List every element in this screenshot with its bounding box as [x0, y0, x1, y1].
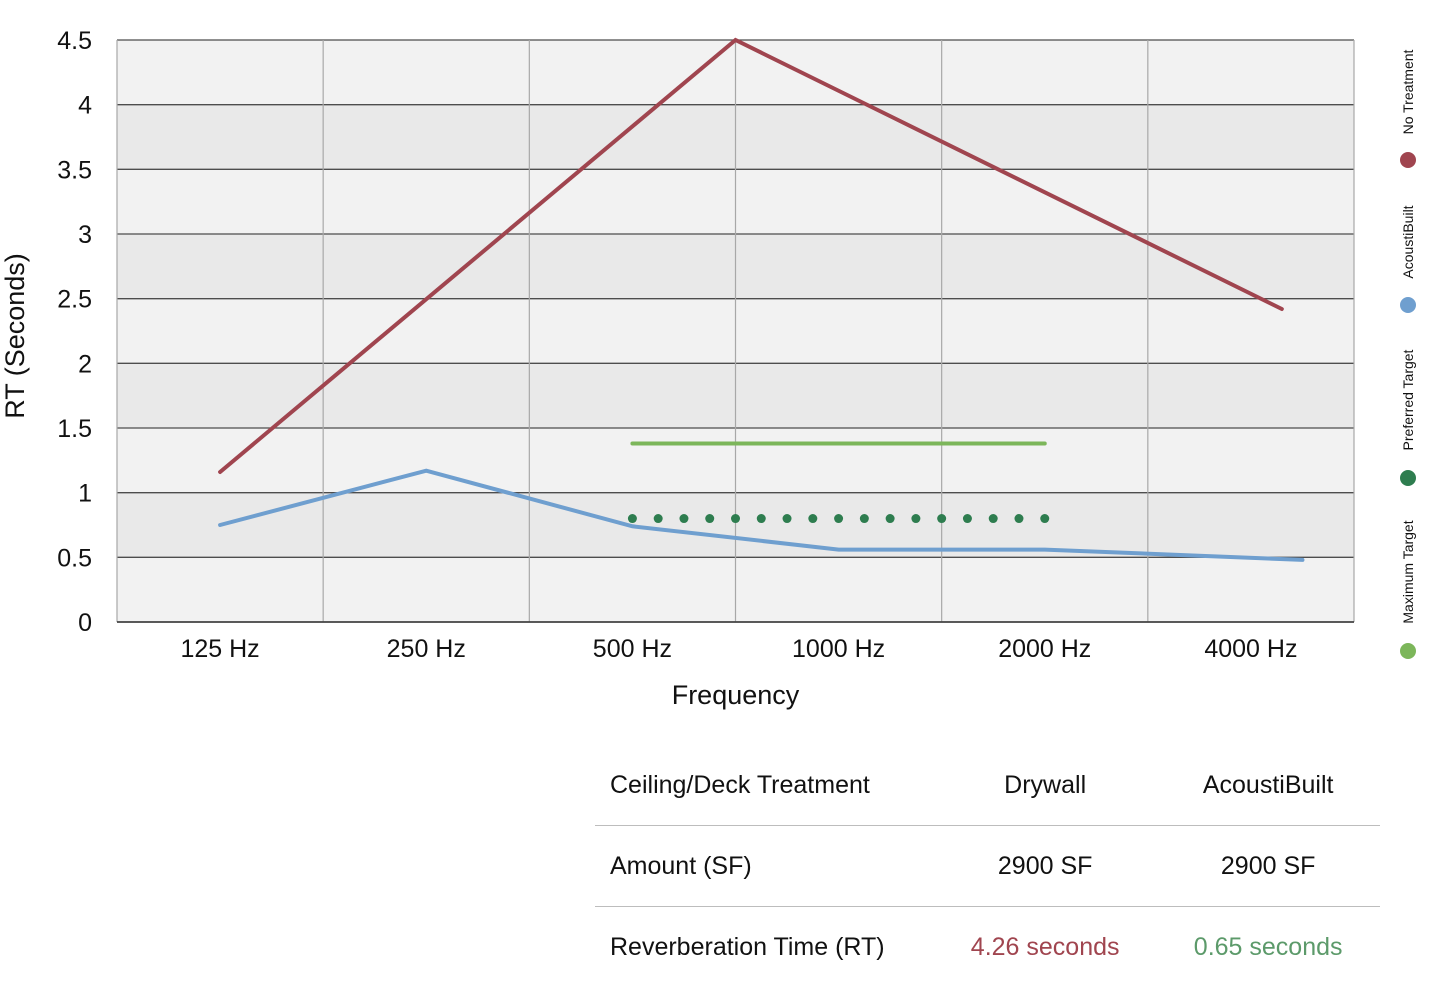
- y-tick-label: 1.5: [57, 415, 92, 443]
- series-point-preferred-target: [1040, 514, 1049, 523]
- series-point-preferred-target: [731, 514, 740, 523]
- legend-marker: [1400, 297, 1416, 313]
- legend-label: Maximum Target: [1400, 520, 1416, 623]
- x-tick-label: 4000 Hz: [1204, 635, 1297, 663]
- series-point-preferred-target: [757, 514, 766, 523]
- y-tick-label: 3: [78, 221, 92, 249]
- legend-label: AcoustiBuilt: [1400, 205, 1416, 278]
- x-tick-label: 500 Hz: [593, 635, 672, 663]
- legend: No Treatment AcoustiBuilt Preferred Target…: [1400, 49, 1416, 659]
- y-tick-label: 4.5: [57, 27, 92, 55]
- series-point-preferred-target: [1014, 514, 1023, 523]
- series-point-preferred-target: [808, 514, 817, 523]
- rt-line-chart: 0 0.5 1 1.5 2 2.5 3 3.5 4 4.5 125 Hz 250 Hz 500 Hz 10…: [0, 0, 1429, 740]
- x-tick-label: 250 Hz: [387, 635, 466, 663]
- row-acoustibuilt-value: 2900 SF: [1156, 826, 1380, 907]
- row-acoustibuilt-value: 0.65 seconds: [1156, 907, 1380, 987]
- header-label: Ceiling/Deck Treatment: [595, 745, 934, 826]
- y-axis-title: RT (Seconds): [0, 253, 30, 419]
- series-point-preferred-target: [628, 514, 637, 523]
- table-row: Amount (SF) 2900 SF 2900 SF: [595, 826, 1380, 907]
- series-point-preferred-target: [937, 514, 946, 523]
- x-tick-label: 1000 Hz: [792, 635, 885, 663]
- series-point-preferred-target: [705, 514, 714, 523]
- series-point-preferred-target: [783, 514, 792, 523]
- y-tick-label: 0.5: [57, 544, 92, 572]
- row-drywall-value: 2900 SF: [934, 826, 1156, 907]
- y-tick-label: 4: [78, 92, 92, 120]
- y-tick-label: 2: [78, 350, 92, 378]
- y-tick-label: 1: [78, 480, 92, 508]
- series-point-preferred-target: [654, 514, 663, 523]
- row-label: Amount (SF): [595, 826, 934, 907]
- series-point-preferred-target: [834, 514, 843, 523]
- treatment-summary-table: Ceiling/Deck Treatment Drywall AcoustiBu…: [595, 745, 1380, 987]
- x-axis-title: Frequency: [672, 680, 800, 710]
- series-point-preferred-target: [886, 514, 895, 523]
- header-acoustibuilt: AcoustiBuilt: [1156, 745, 1380, 826]
- legend-marker: [1400, 643, 1416, 659]
- legend-marker: [1400, 470, 1416, 486]
- table-row: Reverberation Time (RT) 4.26 seconds 0.6…: [595, 907, 1380, 987]
- legend-marker: [1400, 152, 1416, 168]
- legend-label: Preferred Target: [1400, 349, 1416, 450]
- series-point-preferred-target: [989, 514, 998, 523]
- series-point-preferred-target: [911, 514, 920, 523]
- y-tick-label: 0: [78, 609, 92, 637]
- table-header-row: Ceiling/Deck Treatment Drywall AcoustiBu…: [595, 745, 1380, 826]
- series-point-preferred-target: [679, 514, 688, 523]
- legend-label: No Treatment: [1400, 49, 1416, 134]
- y-tick-label: 2.5: [57, 286, 92, 314]
- y-tick-label: 3.5: [57, 156, 92, 184]
- series-point-preferred-target: [860, 514, 869, 523]
- row-label: Reverberation Time (RT): [595, 907, 934, 987]
- header-drywall: Drywall: [934, 745, 1156, 826]
- x-tick-label: 125 Hz: [180, 635, 259, 663]
- series-point-preferred-target: [963, 514, 972, 523]
- x-tick-label: 2000 Hz: [998, 635, 1091, 663]
- row-drywall-value: 4.26 seconds: [934, 907, 1156, 987]
